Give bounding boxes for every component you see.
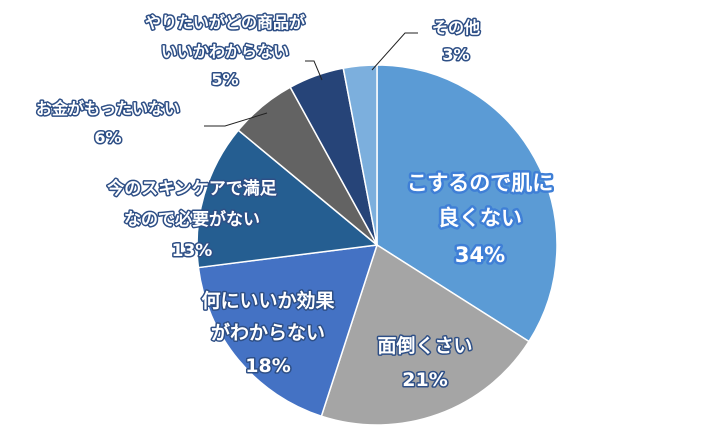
slice-label-4-line-1: 今のスキンケアで満足 xyxy=(107,178,277,199)
slice-label-4: 今のスキンケアで満足 なので必要がない 13% xyxy=(106,177,279,263)
leader-lines xyxy=(204,32,418,127)
slice-label-6: お金がもったいない 6% xyxy=(34,98,181,149)
slice-label-6-line-1: お金がもったいない xyxy=(36,99,180,118)
pie-slice-3 xyxy=(197,244,379,418)
slice-label-3-value: 18% xyxy=(245,355,290,377)
slice-label-7-value: 3% xyxy=(442,45,469,64)
slice-label-1-value: 34% xyxy=(455,243,505,267)
slice-label-6-value: 6% xyxy=(94,128,121,147)
leader-line-slice-5 xyxy=(305,60,323,81)
slice-label-1-line-2: 良くない xyxy=(438,206,522,230)
slice-labels: こするので肌に 良くない 34% 面倒くさい 21% 何にいいか効果 がわからな… xyxy=(34,12,556,393)
slice-label-4-line-2: なので必要がない xyxy=(124,209,260,230)
slice-label-5: やりたいがどの商品が いいかわからない 5% xyxy=(143,12,306,91)
slice-label-3-line-1: 何にいいか効果 xyxy=(201,289,334,312)
slice-label-2: 面倒くさい 21% xyxy=(376,333,474,393)
slice-label-7: その他 3% xyxy=(430,17,481,66)
leader-line-slice-7 xyxy=(371,32,418,71)
slice-label-3-line-2: がわからない xyxy=(211,321,325,344)
pie-slice-4 xyxy=(196,129,379,269)
leader-line-slice-6 xyxy=(204,112,268,127)
slice-label-3: 何にいいか効果 がわからない 18% xyxy=(200,288,336,379)
slice-label-5-line-2: いいかわからない xyxy=(161,42,289,61)
slice-label-2-value: 21% xyxy=(402,369,447,391)
slice-label-1: こするので肌に 良くない 34% xyxy=(404,169,556,270)
slice-label-1-line-1: こするので肌に xyxy=(407,171,554,195)
slice-label-2-line-1: 面倒くさい xyxy=(377,334,472,357)
slice-label-5-line-1: やりたいがどの商品が xyxy=(145,13,305,32)
slice-label-4-value: 13% xyxy=(172,241,213,261)
slice-label-5-value: 5% xyxy=(211,70,238,89)
slice-label-7-line-1: その他 xyxy=(432,18,480,37)
pie-slice-1 xyxy=(376,64,558,343)
pie-slices xyxy=(196,64,558,426)
pie-slice-2 xyxy=(320,243,531,426)
